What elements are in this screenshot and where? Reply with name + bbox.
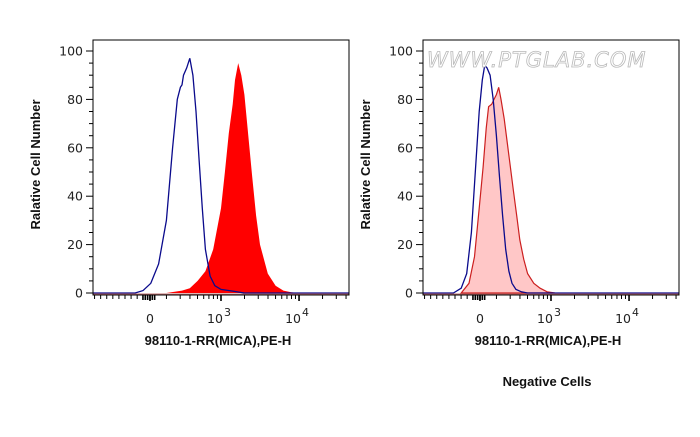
histogram-control-series xyxy=(93,58,349,294)
y-tick-label: 60 xyxy=(67,140,83,155)
y-tick-label: 20 xyxy=(397,237,413,252)
y-axis: 0 20 40 60 80 100 xyxy=(59,44,93,301)
histogram-stained-series xyxy=(459,87,555,294)
y-axis-title: Ralative Cell Number xyxy=(358,99,373,229)
x-tick-label: 103 xyxy=(207,306,231,326)
panel-caption: Negative Cells xyxy=(503,374,592,389)
watermark-text: WWW.PTGLAB.COM xyxy=(427,48,646,72)
y-tick-label: 0 xyxy=(405,286,413,301)
y-tick-label: 0 xyxy=(75,286,83,301)
y-tick-label: 80 xyxy=(67,92,83,107)
y-tick-label: 80 xyxy=(397,92,413,107)
histogram-stained-series xyxy=(166,63,299,293)
x-axis: 0 103 104 xyxy=(424,295,677,326)
x-tick-label: 0 xyxy=(146,311,154,326)
y-tick-label: 60 xyxy=(397,140,413,155)
y-tick-label: 100 xyxy=(389,44,413,59)
y-tick-label: 20 xyxy=(67,237,83,252)
plot-frame xyxy=(422,39,680,296)
plot-area xyxy=(423,64,679,295)
x-axis-title: 98110-1-RR(MICA),PE-H xyxy=(145,333,292,348)
plot-area xyxy=(93,58,349,295)
histogram-panel-right: WWW.PTGLAB.COM 0 20 40 60 80 100 0 103 104 Rala… xyxy=(358,39,680,389)
x-tick-label: 0 xyxy=(476,311,484,326)
y-axis: 0 20 40 60 80 100 xyxy=(389,44,423,301)
x-axis: 0 103 104 xyxy=(94,295,347,326)
y-tick-label: 100 xyxy=(59,44,83,59)
histogram-control-series xyxy=(423,64,679,294)
x-tick-label: 103 xyxy=(537,306,561,326)
x-tick-label: 104 xyxy=(615,306,639,326)
x-axis-title: 98110-1-RR(MICA),PE-H xyxy=(475,333,622,348)
histogram-panel-left: 0 20 40 60 80 100 0 103 104 Ralative Cell Numbe… xyxy=(28,39,350,348)
y-tick-label: 40 xyxy=(67,189,83,204)
y-tick-label: 40 xyxy=(397,189,413,204)
y-axis-title: Ralative Cell Number xyxy=(28,99,43,229)
x-tick-label: 104 xyxy=(285,306,309,326)
